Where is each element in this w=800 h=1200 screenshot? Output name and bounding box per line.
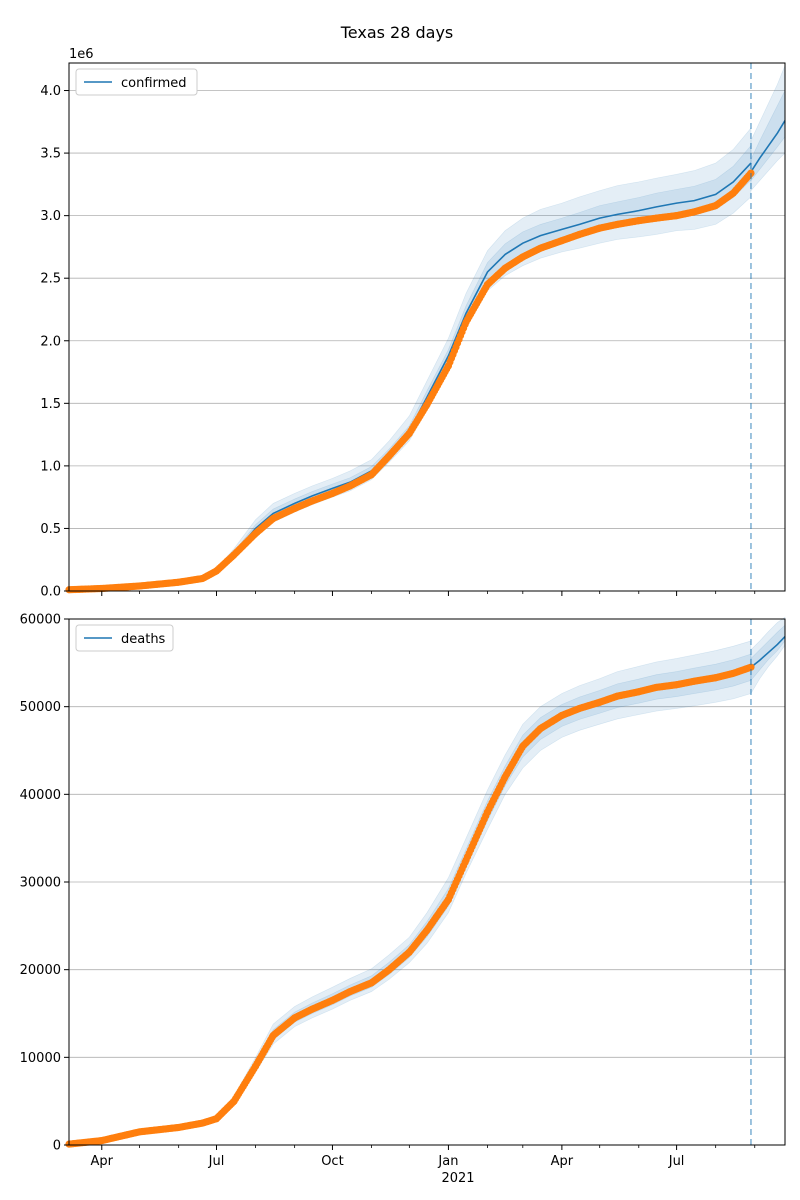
y-tick-label: 1.5 — [40, 397, 61, 412]
y-tick-label: 10000 — [20, 1051, 61, 1066]
x-tick-label: Apr — [551, 1154, 574, 1169]
observed-point — [747, 663, 755, 671]
legend: deaths — [75, 624, 174, 652]
y-tick-label: 4.0 — [40, 84, 61, 99]
y-tick-label: 50000 — [20, 700, 61, 715]
legend-label: confirmed — [121, 76, 187, 91]
x-tick-label: Apr — [91, 1154, 114, 1169]
y-tick-label: 2.5 — [40, 272, 61, 287]
y-tick-label: 20000 — [20, 963, 61, 978]
y-offset-label: 1e6 — [69, 47, 94, 62]
legend-label: deaths — [121, 632, 166, 647]
y-axis-ticks: 0.0 0.5 1.0 1.5 2.0 2.5 3.0 3.5 4.0 — [40, 84, 69, 600]
y-tick-label: 1.0 — [40, 459, 61, 474]
figure-title: Texas 28 days — [340, 23, 454, 42]
x-axis-ticks: Apr Jul Oct Jan Apr Jul — [91, 1145, 756, 1169]
x-tick-label: Jul — [208, 1154, 225, 1169]
observed-points — [65, 663, 755, 1148]
x-tick-label: Oct — [321, 1154, 343, 1169]
y-axis-ticks: 0 10000 20000 30000 40000 50000 60000 — [20, 613, 69, 1154]
plot-area — [69, 63, 785, 591]
plot-frame — [68, 62, 786, 592]
deaths-panel: 0 10000 20000 30000 40000 50000 60000 Apr Jul Oc… — [20, 613, 786, 1186]
legend-box — [75, 68, 198, 96]
x-axis-ticks — [101, 591, 756, 596]
x-year-label: 2021 — [441, 1171, 474, 1186]
y-tick-label: 60000 — [20, 613, 61, 628]
y-tick-label: 0.5 — [40, 522, 61, 537]
confirmed-panel: 0.0 0.5 1.0 1.5 2.0 2.5 3.0 3.5 4.0 1e6 confirme… — [40, 47, 786, 600]
x-tick-label: Jul — [668, 1154, 685, 1169]
y-tick-label: 3.0 — [40, 209, 61, 224]
y-tick-label: 2.0 — [40, 334, 61, 349]
uncertainty-band — [68, 127, 752, 591]
observed-points — [65, 169, 755, 594]
model-lines — [750, 635, 786, 668]
y-tick-label: 0.0 — [40, 585, 61, 600]
legend: confirmed — [75, 68, 198, 96]
y-tick-label: 3.5 — [40, 147, 61, 162]
model-line — [750, 635, 786, 668]
y-tick-label: 40000 — [20, 788, 61, 803]
legend-box — [75, 624, 174, 652]
y-tick-label: 30000 — [20, 876, 61, 891]
forecast-line — [750, 120, 786, 173]
x-tick-label: Jan — [437, 1154, 458, 1169]
y-tick-label: 0 — [53, 1139, 61, 1154]
